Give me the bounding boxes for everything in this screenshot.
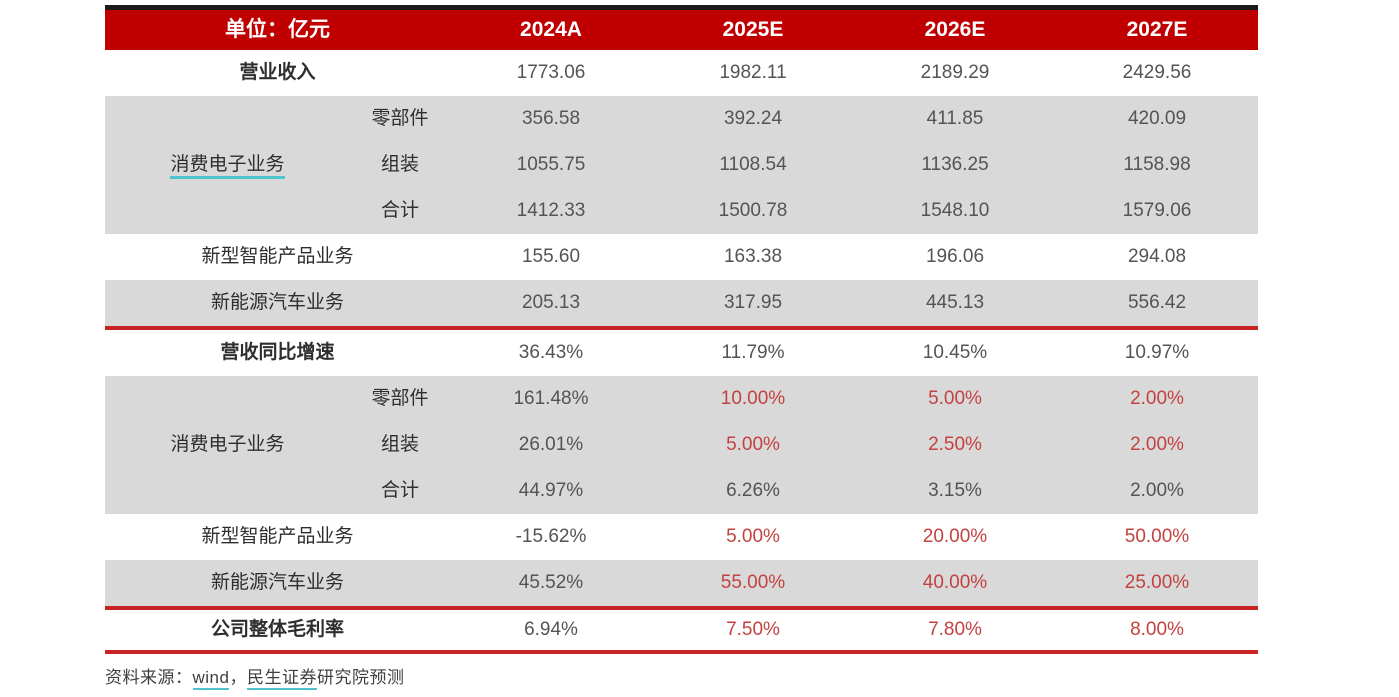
growth-smart-products-2027e: 50.00%	[1124, 525, 1190, 547]
growth-nev-label: 新能源汽车业务	[105, 560, 450, 606]
red-divider-line	[105, 326, 1258, 330]
growth-ce-assembly-2024a: 26.01%	[450, 422, 652, 468]
table-row-ce-assembly: 组装 1055.75 1108.54 1136.25 1158.98	[105, 142, 1258, 188]
growth-2026e: 10.45%	[922, 341, 988, 363]
gross-margin-2026e: 7.80%	[928, 618, 982, 640]
gross-margin-2024a: 6.94%	[524, 618, 578, 640]
source-separator: ，	[229, 668, 247, 687]
consumer-electronics-group-label: 消费电子业务	[105, 96, 350, 234]
growth-smart-products-2026e: 20.00%	[922, 525, 988, 547]
ce-assembly-2027e: 1158.98	[1056, 142, 1258, 188]
revenue-2024a: 1773.06	[516, 61, 586, 83]
growth-2027e: 10.97%	[1124, 341, 1190, 363]
table-row-gross-margin: 公司整体毛利率 6.94% 7.50% 7.80% 8.00%	[105, 610, 1258, 650]
gross-margin-2025e: 7.50%	[726, 618, 780, 640]
year-header-2025e: 2025E	[652, 10, 854, 50]
ce-total-2025e: 1500.78	[652, 188, 854, 234]
revenue-label: 营业收入	[239, 61, 316, 83]
source-prefix: 资料来源：	[105, 668, 193, 687]
growth-2025e: 11.79%	[721, 341, 785, 363]
ce-parts-2025e: 392.24	[652, 96, 854, 142]
growth-ce-assembly-label: 组装	[350, 422, 450, 468]
financial-forecast-table: 单位：亿元 2024A 2025E 2026E 2027E 营业收入 1773.…	[105, 10, 1258, 654]
source-suffix: 研究院预测	[316, 668, 405, 687]
nev-2027e: 556.42	[1056, 280, 1258, 326]
table-row-growth-smart-products: 新型智能产品业务 -15.62% 5.00% 20.00% 50.00%	[105, 514, 1258, 560]
red-divider-line	[105, 606, 1258, 610]
table-row-nev: 新能源汽车业务 205.13 317.95 445.13 556.42	[105, 280, 1258, 326]
table-row-growth-ce-assembly: 组装 26.01% 5.00% 2.50% 2.00%	[105, 422, 1258, 468]
growth-nev-2026e: 40.00%	[854, 560, 1056, 606]
consumer-electronics-link[interactable]: 消费电子业务	[170, 153, 285, 179]
ce-total-2027e: 1579.06	[1056, 188, 1258, 234]
growth-2024a: 36.43%	[518, 341, 584, 363]
ce-total-2024a: 1412.33	[450, 188, 652, 234]
growth-ce-parts-2026e: 5.00%	[854, 376, 1056, 422]
growth-ce-assembly-2025e: 5.00%	[652, 422, 854, 468]
growth-nev-2025e: 55.00%	[652, 560, 854, 606]
gross-margin-2027e: 8.00%	[1130, 618, 1184, 640]
nev-label: 新能源汽车业务	[105, 280, 450, 326]
ce-assembly-2024a: 1055.75	[450, 142, 652, 188]
table-row-growth-ce-total: 合计 44.97% 6.26% 3.15% 2.00%	[105, 468, 1258, 514]
smart-products-2024a: 155.60	[521, 245, 581, 267]
table-row-smart-products: 新型智能产品业务 155.60 163.38 196.06 294.08	[105, 234, 1258, 280]
growth-ce-total-2027e: 2.00%	[1056, 468, 1258, 514]
year-header-2026e: 2026E	[854, 10, 1056, 50]
ce-parts-label: 零部件	[350, 96, 450, 142]
table-top-border	[105, 5, 1258, 10]
ce-parts-2027e: 420.09	[1056, 96, 1258, 142]
year-header-2024a: 2024A	[450, 10, 652, 50]
growth-smart-products-label: 新型智能产品业务	[201, 525, 354, 547]
smart-products-2027e: 294.08	[1127, 245, 1187, 267]
nev-2025e: 317.95	[652, 280, 854, 326]
ce-assembly-2026e: 1136.25	[854, 142, 1056, 188]
growth-ce-total-label: 合计	[350, 468, 450, 514]
revenue-2026e: 2189.29	[920, 61, 990, 83]
growth-nev-2024a: 45.52%	[450, 560, 652, 606]
growth-ce-parts-2025e: 10.00%	[652, 376, 854, 422]
table-row-ce-parts: 消费电子业务 零部件 356.58 392.24 411.85 420.09	[105, 96, 1258, 234]
ce-total-label: 合计	[350, 188, 450, 234]
table-row-revenue: 营业收入 1773.06 1982.11 2189.29 2429.56	[105, 50, 1258, 96]
revenue-2025e: 1982.11	[719, 61, 787, 83]
ce-parts-2024a: 356.58	[450, 96, 652, 142]
growth-ce-parts-2024a: 161.48%	[450, 376, 652, 422]
nev-2026e: 445.13	[854, 280, 1056, 326]
ce-parts-2026e: 411.85	[854, 96, 1056, 142]
smart-products-label: 新型智能产品业务	[201, 245, 354, 267]
table-row-ce-total: 合计 1412.33 1500.78 1548.10 1579.06	[105, 188, 1258, 234]
ce-assembly-2025e: 1108.54	[652, 142, 854, 188]
growth-nev-2027e: 25.00%	[1056, 560, 1258, 606]
growth-ce-assembly-2026e: 2.50%	[854, 422, 1056, 468]
growth-ce-total-2026e: 3.15%	[854, 468, 1056, 514]
ce-total-2026e: 1548.10	[854, 188, 1056, 234]
source-note: 资料来源：wind，民生证券研究院预测	[105, 663, 1399, 690]
growth-smart-products-2024a: -15.62%	[515, 525, 587, 547]
table-row-growth: 营收同比增速 36.43% 11.79% 10.45% 10.97%	[105, 330, 1258, 376]
growth-ce-parts-2027e: 2.00%	[1056, 376, 1258, 422]
red-divider-line	[105, 650, 1258, 654]
minsheng-securities-link[interactable]: 民生证券	[246, 668, 317, 690]
growth-label: 营收同比增速	[220, 341, 335, 363]
gross-margin-label: 公司整体毛利率	[210, 618, 344, 640]
smart-products-2026e: 196.06	[925, 245, 985, 267]
year-header-2027e: 2027E	[1056, 10, 1258, 50]
growth-ce-total-2025e: 6.26%	[652, 468, 854, 514]
unit-header-cell: 单位：亿元	[105, 10, 450, 50]
revenue-2027e: 2429.56	[1122, 61, 1192, 83]
ce-assembly-label: 组装	[350, 142, 450, 188]
smart-products-2025e: 163.38	[723, 245, 783, 267]
growth-ce-parts-label: 零部件	[350, 376, 450, 422]
table-header-row: 单位：亿元 2024A 2025E 2026E 2027E	[105, 10, 1258, 50]
growth-ce-assembly-2027e: 2.00%	[1056, 422, 1258, 468]
growth-ce-total-2024a: 44.97%	[450, 468, 652, 514]
table-row-growth-ce-parts: 消费电子业务 零部件 161.48% 10.00% 5.00% 2.00%	[105, 376, 1258, 514]
growth-consumer-electronics-group-label: 消费电子业务	[105, 376, 350, 514]
growth-smart-products-2025e: 5.00%	[726, 525, 780, 547]
table-row-growth-nev: 新能源汽车业务 45.52% 55.00% 40.00% 25.00%	[105, 560, 1258, 606]
nev-2024a: 205.13	[450, 280, 652, 326]
wind-link[interactable]: wind	[192, 668, 230, 690]
